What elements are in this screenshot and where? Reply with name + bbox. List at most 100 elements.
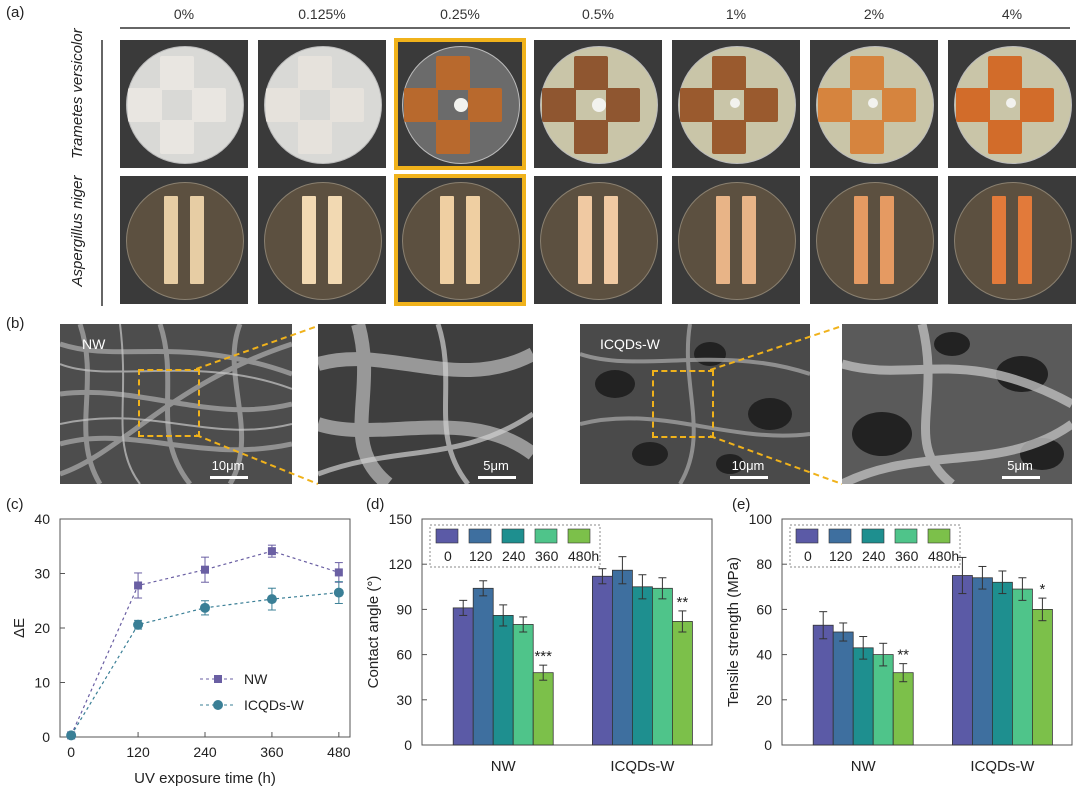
y-tick-label: 20 bbox=[756, 692, 772, 708]
bar bbox=[532, 672, 554, 746]
y-tick-label: 40 bbox=[34, 511, 50, 527]
legend-box bbox=[429, 524, 601, 568]
concentration-label: 4% bbox=[1001, 6, 1023, 22]
legend-swatch bbox=[435, 528, 459, 544]
data-point bbox=[334, 568, 343, 577]
wood-strip bbox=[880, 196, 894, 284]
dish-tile-aspergillus bbox=[672, 176, 800, 304]
legend-swatch bbox=[468, 528, 492, 544]
data-point bbox=[201, 565, 209, 574]
sem-zoom-nw: 5μm bbox=[318, 324, 533, 484]
y-tick-label: 60 bbox=[396, 647, 412, 663]
wood-block bbox=[712, 120, 746, 154]
legend-swatch bbox=[501, 528, 525, 544]
wood-block bbox=[712, 56, 746, 90]
bar bbox=[1011, 588, 1033, 746]
wood-strip bbox=[466, 196, 480, 284]
fiber-detail-icqds bbox=[842, 324, 1072, 484]
wood-block bbox=[404, 88, 438, 122]
category-label: ICQDs-W bbox=[970, 758, 1035, 775]
y-tick-label: 100 bbox=[749, 511, 773, 527]
data-point bbox=[200, 602, 210, 613]
chart-e-tensile-strength: 0 20 40 60 80 100 Tensile strength (MPa) NW ** IC… bbox=[725, 511, 1073, 775]
wood-block bbox=[988, 56, 1022, 90]
significance-label: * bbox=[1039, 581, 1045, 598]
dish-tile-aspergillus bbox=[258, 176, 386, 304]
wood-block bbox=[436, 120, 470, 154]
legend-swatch bbox=[828, 528, 852, 544]
legend-label: 480h bbox=[928, 548, 959, 564]
plot-frame bbox=[59, 518, 351, 738]
bar bbox=[971, 577, 993, 746]
petri-dish bbox=[402, 182, 520, 300]
wood-strip bbox=[742, 196, 756, 284]
wood-block bbox=[956, 88, 990, 122]
bar bbox=[492, 615, 514, 746]
panel-label-e: (e) bbox=[732, 496, 751, 513]
bar bbox=[872, 654, 894, 746]
dish-tile-trametes bbox=[394, 38, 526, 170]
dish-tile-aspergillus bbox=[394, 174, 526, 306]
wood-block bbox=[128, 88, 162, 122]
dish-tile-trametes bbox=[672, 40, 800, 168]
chart-c-color-difference: 0 10 20 30 40 0 120 240 360 480 UV exposure time (… bbox=[11, 511, 351, 787]
legend-marker bbox=[213, 700, 223, 710]
fiber-network-nw bbox=[60, 324, 292, 484]
wood-block bbox=[1020, 88, 1054, 122]
y-tick-label: 150 bbox=[389, 511, 413, 527]
zoom-box-icqds bbox=[652, 370, 714, 438]
sem-image-nw: NW 10μm bbox=[60, 324, 292, 484]
y-tick-label: 10 bbox=[34, 675, 50, 691]
bar bbox=[591, 575, 613, 746]
y-axis-label: Tensile strength (MPa) bbox=[725, 557, 742, 707]
sem-label-icqds: ICQDs-W bbox=[600, 336, 660, 352]
y-tick-label: 30 bbox=[34, 566, 50, 582]
data-point bbox=[267, 547, 276, 556]
legend-label: 360 bbox=[535, 548, 559, 564]
legend-swatch bbox=[861, 528, 885, 544]
wood-block bbox=[574, 56, 608, 90]
bar bbox=[951, 575, 973, 746]
y-tick-label: 120 bbox=[389, 556, 413, 572]
species-text-aspergillus: Aspergillus niger bbox=[69, 175, 86, 287]
dish-tile-aspergillus bbox=[948, 176, 1076, 304]
legend-swatch bbox=[894, 528, 918, 544]
wood-strip bbox=[716, 196, 730, 284]
x-axis-label: UV exposure time (h) bbox=[134, 770, 276, 787]
bar bbox=[1031, 609, 1053, 746]
sem-label-nw: NW bbox=[82, 336, 106, 352]
zoom-box-nw bbox=[138, 369, 200, 437]
wood-block bbox=[606, 88, 640, 122]
y-tick-label: 0 bbox=[404, 737, 412, 753]
legend-label: ICQDs-W bbox=[244, 697, 305, 713]
y-tick-label: 90 bbox=[396, 601, 412, 617]
bar bbox=[991, 581, 1013, 746]
scale-bar-5um-nw bbox=[478, 476, 516, 479]
wood-block bbox=[298, 120, 332, 154]
mycelium-spot bbox=[868, 98, 878, 108]
legend-swatch bbox=[567, 528, 591, 544]
wood-block bbox=[882, 88, 916, 122]
wood-strip bbox=[604, 196, 618, 284]
wood-block bbox=[542, 88, 576, 122]
chart-d-contact-angle: 0 30 60 90 120 150 Contact angle (°) NW *** ICQDs… bbox=[365, 511, 713, 775]
legend-label: 120 bbox=[829, 548, 853, 564]
concentration-label: 0.125% bbox=[298, 6, 346, 22]
concentration-label: 2% bbox=[863, 6, 885, 22]
panel-label-a: (a) bbox=[6, 4, 25, 21]
wood-strip bbox=[992, 196, 1006, 284]
petri-dish bbox=[678, 182, 796, 300]
legend-swatch bbox=[795, 528, 819, 544]
wood-block bbox=[818, 88, 852, 122]
y-axis-label: ΔE bbox=[11, 618, 28, 638]
dish-tile-trametes bbox=[258, 40, 386, 168]
data-point bbox=[133, 619, 144, 630]
concentration-label: 0% bbox=[173, 6, 195, 22]
fiber-network-icqds bbox=[580, 324, 810, 484]
bar bbox=[631, 586, 653, 746]
bar bbox=[472, 587, 494, 746]
significance-label: *** bbox=[534, 648, 552, 665]
scale-label-5um-nw: 5μm bbox=[483, 458, 509, 473]
y-tick-label: 30 bbox=[396, 692, 412, 708]
wood-strip bbox=[302, 196, 316, 284]
